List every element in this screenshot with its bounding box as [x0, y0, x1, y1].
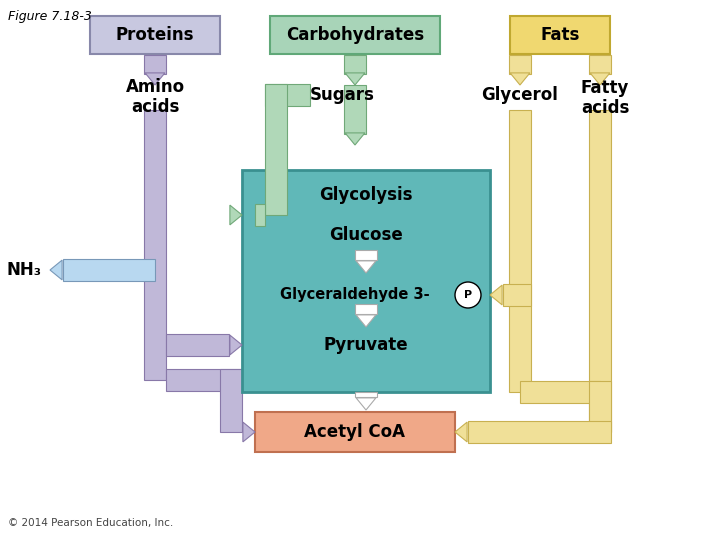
Polygon shape [344, 55, 366, 74]
FancyBboxPatch shape [242, 170, 490, 392]
Polygon shape [490, 285, 502, 305]
Polygon shape [468, 421, 611, 443]
Polygon shape [144, 55, 166, 74]
Text: Fatty
acids: Fatty acids [581, 79, 629, 117]
Circle shape [455, 282, 481, 308]
FancyBboxPatch shape [90, 16, 220, 54]
Text: Glucose: Glucose [329, 226, 403, 244]
Polygon shape [265, 84, 287, 215]
Polygon shape [243, 422, 255, 442]
Text: Acetyl CoA: Acetyl CoA [305, 423, 405, 441]
Polygon shape [455, 422, 467, 442]
Polygon shape [265, 84, 310, 106]
Text: Amino
acids: Amino acids [125, 78, 184, 117]
Polygon shape [356, 398, 376, 410]
Polygon shape [509, 55, 531, 74]
FancyBboxPatch shape [255, 412, 455, 452]
Polygon shape [520, 381, 600, 403]
Text: Figure 7.18-3: Figure 7.18-3 [8, 10, 92, 23]
Text: Glycolysis: Glycolysis [319, 186, 413, 204]
Text: Glyceraldehyde 3-: Glyceraldehyde 3- [280, 287, 430, 302]
Text: Glycerol: Glycerol [482, 86, 559, 104]
Polygon shape [510, 73, 530, 85]
Polygon shape [509, 110, 531, 392]
Polygon shape [230, 205, 242, 225]
Polygon shape [356, 261, 376, 273]
Text: NH₃: NH₃ [7, 261, 42, 279]
Text: Carbohydrates: Carbohydrates [286, 26, 424, 44]
Polygon shape [589, 110, 611, 432]
Polygon shape [145, 73, 165, 85]
Polygon shape [589, 55, 611, 74]
Text: Fats: Fats [540, 26, 580, 44]
Polygon shape [356, 315, 376, 327]
Polygon shape [344, 85, 366, 134]
Polygon shape [255, 204, 265, 226]
Polygon shape [345, 133, 365, 145]
Polygon shape [144, 110, 166, 380]
Polygon shape [345, 73, 365, 85]
FancyBboxPatch shape [270, 16, 440, 54]
Text: Proteins: Proteins [116, 26, 194, 44]
Polygon shape [355, 392, 377, 397]
FancyBboxPatch shape [510, 16, 610, 54]
Text: P: P [464, 290, 472, 300]
Polygon shape [355, 250, 377, 260]
Polygon shape [50, 260, 62, 280]
Text: Pyruvate: Pyruvate [324, 336, 408, 354]
Polygon shape [590, 73, 610, 85]
Polygon shape [589, 381, 611, 432]
Polygon shape [166, 334, 229, 356]
Text: Sugars: Sugars [310, 86, 375, 104]
Polygon shape [220, 369, 242, 432]
Polygon shape [355, 304, 377, 314]
Polygon shape [230, 335, 242, 355]
Polygon shape [166, 369, 242, 391]
Text: © 2014 Pearson Education, Inc.: © 2014 Pearson Education, Inc. [8, 518, 174, 528]
Polygon shape [503, 284, 531, 306]
Polygon shape [63, 259, 155, 281]
